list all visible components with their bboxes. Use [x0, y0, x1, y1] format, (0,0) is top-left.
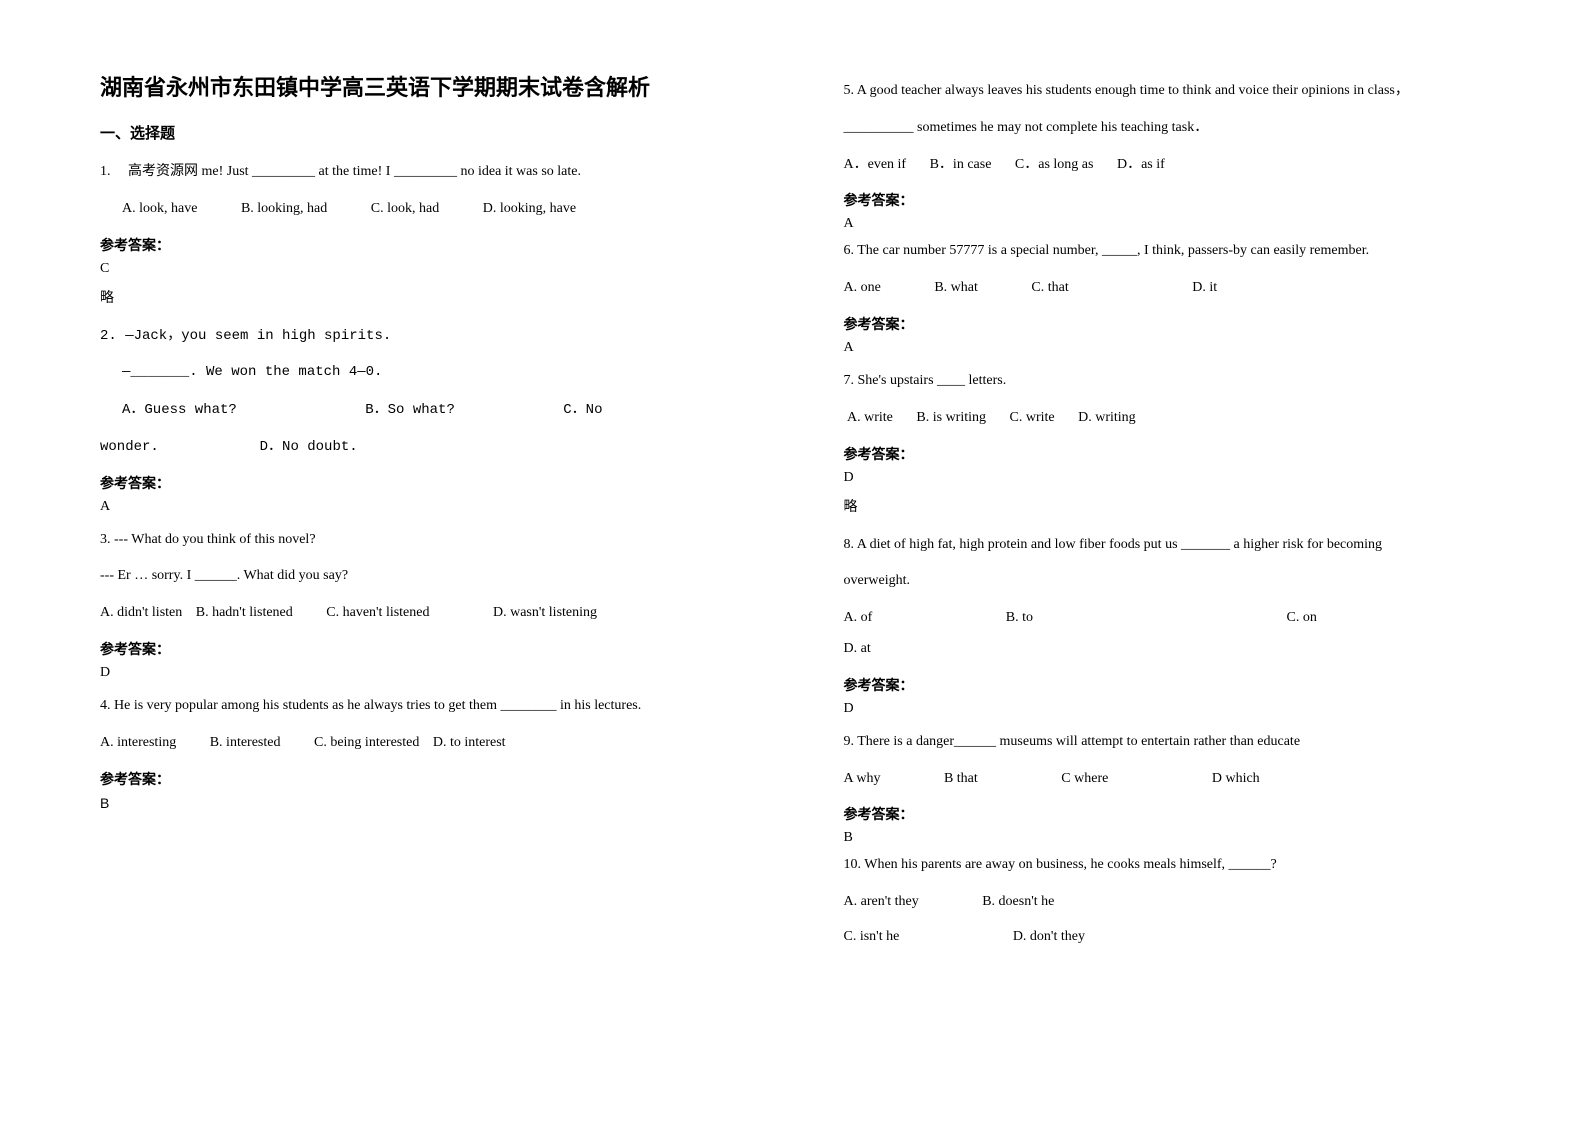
q10-optD: D. don't they: [1013, 922, 1085, 953]
q3-ans-label: 参考答案：: [100, 639, 784, 659]
q4-optB: B. interested: [210, 728, 281, 759]
q2-line2: —_______. We won the match 4—0.: [100, 357, 784, 388]
q2-ans: A: [100, 499, 784, 515]
q8-optD: D. at: [844, 634, 871, 665]
q8-optA: A. of: [844, 603, 873, 634]
q6-optB: B. what: [934, 273, 978, 304]
q1-stem: 1. 高考资源网 me! Just _________ at the time!…: [100, 157, 784, 188]
q9-ans-label: 参考答案：: [844, 804, 1528, 824]
q5-optA: A．even if: [844, 150, 907, 181]
q9-line1: 9. There is a danger______ museums will …: [844, 727, 1528, 758]
q8-optC: C. on: [1287, 603, 1317, 634]
q9-optC: C where: [1061, 764, 1108, 795]
exam-title: 湖南省永州市东田镇中学高三英语下学期期末试卷含解析: [100, 70, 784, 102]
q3-ans: D: [100, 665, 784, 681]
q9-optA: A why: [844, 764, 881, 795]
q1-optD: D. looking, have: [483, 194, 576, 225]
exam-page: 湖南省永州市东田镇中学高三英语下学期期末试卷含解析 一、选择题 1. 高考资源网…: [0, 0, 1587, 1122]
q2-optA: A．Guess what?: [122, 394, 237, 428]
q1-text: 高考资源网 me! Just _________ at the time! I …: [128, 164, 581, 179]
q5-ans-label: 参考答案：: [844, 190, 1528, 210]
section-heading: 一、选择题: [100, 122, 784, 143]
q7-optD: D. writing: [1078, 403, 1136, 434]
q1-ans-label: 参考答案：: [100, 235, 784, 255]
q6-optA: A. one: [844, 273, 881, 304]
q1-options: A. look, have B. looking, had C. look, h…: [100, 194, 784, 225]
q3-optB: B. hadn't listened: [196, 598, 293, 629]
q10-optB: B. doesn't he: [982, 887, 1054, 918]
q5-line1: 5. A good teacher always leaves his stud…: [844, 76, 1528, 107]
q8-line1: 8. A diet of high fat, high protein and …: [844, 530, 1528, 561]
q5-optB: B．in case: [930, 150, 992, 181]
q2-options-2: wonder. D．No doubt.: [100, 432, 784, 463]
q9-ans: B: [844, 830, 1528, 846]
q8-options: A. of B. to C. on D. at: [844, 603, 1528, 665]
q4-ans: B: [100, 795, 784, 811]
q7-optC: C. write: [1010, 403, 1055, 434]
q4-line1: 4. He is very popular among his students…: [100, 691, 784, 722]
left-column: 湖南省永州市东田镇中学高三英语下学期期末试卷含解析 一、选择题 1. 高考资源网…: [100, 70, 824, 1082]
q6-line1: 6. The car number 57777 is a special num…: [844, 236, 1528, 267]
q2-optC: C．No: [563, 394, 602, 428]
q8-ans: D: [844, 701, 1528, 717]
q10-optA: A. aren't they: [844, 887, 919, 918]
q10-options-2: C. isn't he D. don't they: [844, 922, 1528, 953]
q2-optD: D．No doubt.: [260, 439, 358, 455]
q4-optD: D. to interest: [433, 728, 506, 759]
q1-num: 1.: [100, 164, 111, 179]
q3-optD: D. wasn't listening: [493, 598, 597, 629]
q2-optB: B．So what?: [365, 394, 455, 428]
q1-optB: B. looking, had: [241, 194, 327, 225]
q9-options: A why B that C where D which: [844, 764, 1528, 795]
q5-ans: A: [844, 216, 1528, 232]
q3-optC: C. haven't listened: [326, 598, 429, 629]
q5-optD: D．as if: [1117, 150, 1165, 181]
q3-line2: --- Er … sorry. I ______. What did you s…: [100, 561, 784, 592]
q1-ans: C: [100, 261, 784, 277]
q2-wonder: wonder.: [100, 439, 159, 455]
q4-optA: A. interesting: [100, 728, 176, 759]
right-column: 5. A good teacher always leaves his stud…: [824, 70, 1528, 1082]
q10-options-1: A. aren't they B. doesn't he: [844, 887, 1528, 918]
q9-optB: B that: [944, 764, 978, 795]
q7-options: A. write B. is writing C. write D. writi…: [844, 403, 1528, 434]
q3-options: A. didn't listen B. hadn't listened C. h…: [100, 598, 784, 629]
q8-optB: B. to: [1006, 603, 1033, 634]
q4-ans-label: 参考答案：: [100, 769, 784, 789]
q1-optA: A. look, have: [122, 194, 197, 225]
q5-options: A．even if B．in case C．as long as D．as if: [844, 150, 1528, 181]
q7-ans: D: [844, 470, 1528, 486]
q6-optD: D. it: [1192, 273, 1217, 304]
q7-line1: 7. She's upstairs ____ letters.: [844, 366, 1528, 397]
q1-optC: C. look, had: [371, 194, 439, 225]
q2-options: A．Guess what? B．So what? C．No: [100, 394, 784, 428]
q1-lue: 略: [100, 287, 784, 307]
q6-optC: C. that: [1031, 273, 1068, 304]
q9-optD: D which: [1212, 764, 1260, 795]
q7-optA: A. write: [847, 403, 893, 434]
q6-ans-label: 参考答案：: [844, 314, 1528, 334]
q7-ans-label: 参考答案：: [844, 444, 1528, 464]
q8-ans-label: 参考答案：: [844, 675, 1528, 695]
q5-line2: __________ sometimes he may not complete…: [844, 113, 1528, 144]
q2-ans-label: 参考答案：: [100, 473, 784, 493]
q7-optB: B. is writing: [916, 403, 986, 434]
q4-options: A. interesting B. interested C. being in…: [100, 728, 784, 759]
q6-ans: A: [844, 340, 1528, 356]
q7-lue: 略: [844, 496, 1528, 516]
q10-optC: C. isn't he: [844, 922, 900, 953]
q2-line1: 2. —Jack，you seem in high spirits.: [100, 321, 784, 352]
q8-line2: overweight.: [844, 566, 1528, 597]
q10-line1: 10. When his parents are away on busines…: [844, 850, 1528, 881]
q3-line1: 3. --- What do you think of this novel?: [100, 525, 784, 556]
q4-optC: C. being interested: [314, 728, 419, 759]
q5-optC: C．as long as: [1015, 150, 1094, 181]
q6-options: A. one B. what C. that D. it: [844, 273, 1528, 304]
q3-optA: A. didn't listen: [100, 598, 182, 629]
